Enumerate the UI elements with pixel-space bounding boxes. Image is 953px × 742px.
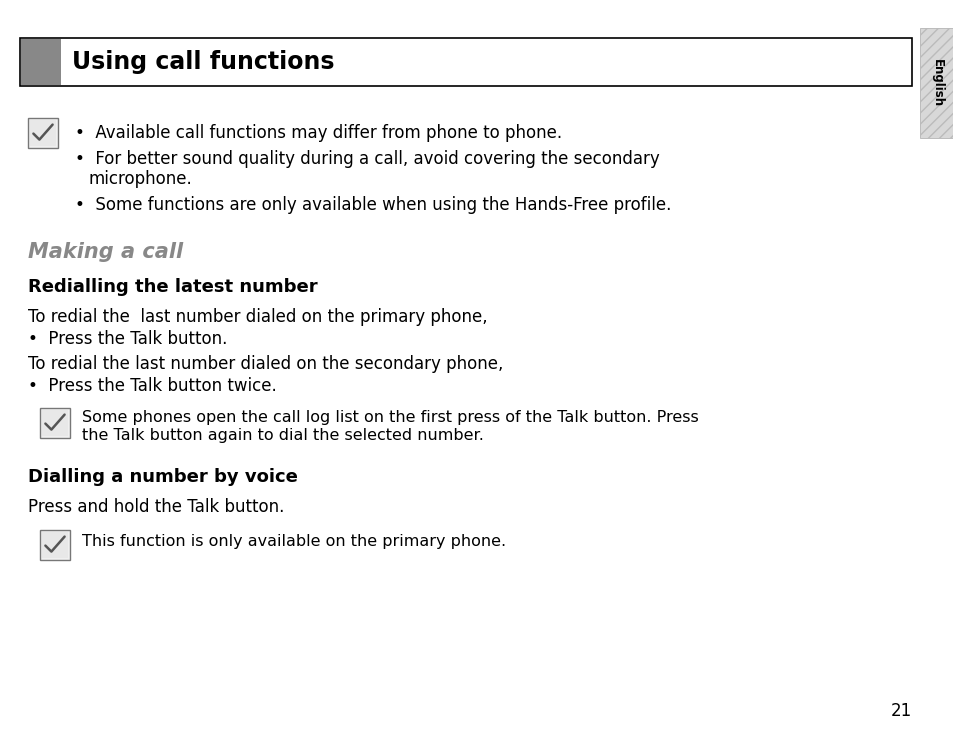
Text: Dialling a number by voice: Dialling a number by voice bbox=[28, 468, 297, 486]
Text: •  Some functions are only available when using the Hands-Free profile.: • Some functions are only available when… bbox=[75, 196, 671, 214]
Bar bbox=[20, 38, 911, 86]
Text: Redialling the latest number: Redialling the latest number bbox=[28, 278, 317, 296]
Bar bbox=[42, 532, 68, 558]
Text: microphone.: microphone. bbox=[89, 170, 193, 188]
Text: Press and hold the Talk button.: Press and hold the Talk button. bbox=[28, 498, 284, 516]
Text: 21: 21 bbox=[890, 702, 911, 720]
Text: Some phones open the call log list on the first press of the Talk button. Press: Some phones open the call log list on th… bbox=[82, 410, 698, 425]
Bar bbox=[21, 39, 61, 85]
Text: the Talk button again to dial the selected number.: the Talk button again to dial the select… bbox=[82, 428, 483, 443]
Bar bbox=[40, 408, 70, 438]
Bar bbox=[40, 530, 70, 560]
Text: To redial the last number dialed on the secondary phone,: To redial the last number dialed on the … bbox=[28, 355, 503, 373]
Text: •  Press the Talk button twice.: • Press the Talk button twice. bbox=[28, 377, 276, 395]
Text: •  For better sound quality during a call, avoid covering the secondary: • For better sound quality during a call… bbox=[75, 150, 659, 168]
Bar bbox=[28, 118, 58, 148]
Text: To redial the  last number dialed on the primary phone,: To redial the last number dialed on the … bbox=[28, 308, 487, 326]
Bar bbox=[919, 28, 953, 138]
Text: •  Available call functions may differ from phone to phone.: • Available call functions may differ fr… bbox=[75, 124, 561, 142]
Text: •  Press the Talk button.: • Press the Talk button. bbox=[28, 330, 227, 348]
Text: English: English bbox=[929, 59, 943, 107]
Text: Using call functions: Using call functions bbox=[71, 50, 335, 74]
Text: Making a call: Making a call bbox=[28, 242, 183, 262]
Text: This function is only available on the primary phone.: This function is only available on the p… bbox=[82, 534, 506, 549]
Bar bbox=[42, 410, 68, 436]
Bar bbox=[30, 120, 56, 146]
Bar bbox=[919, 28, 953, 138]
